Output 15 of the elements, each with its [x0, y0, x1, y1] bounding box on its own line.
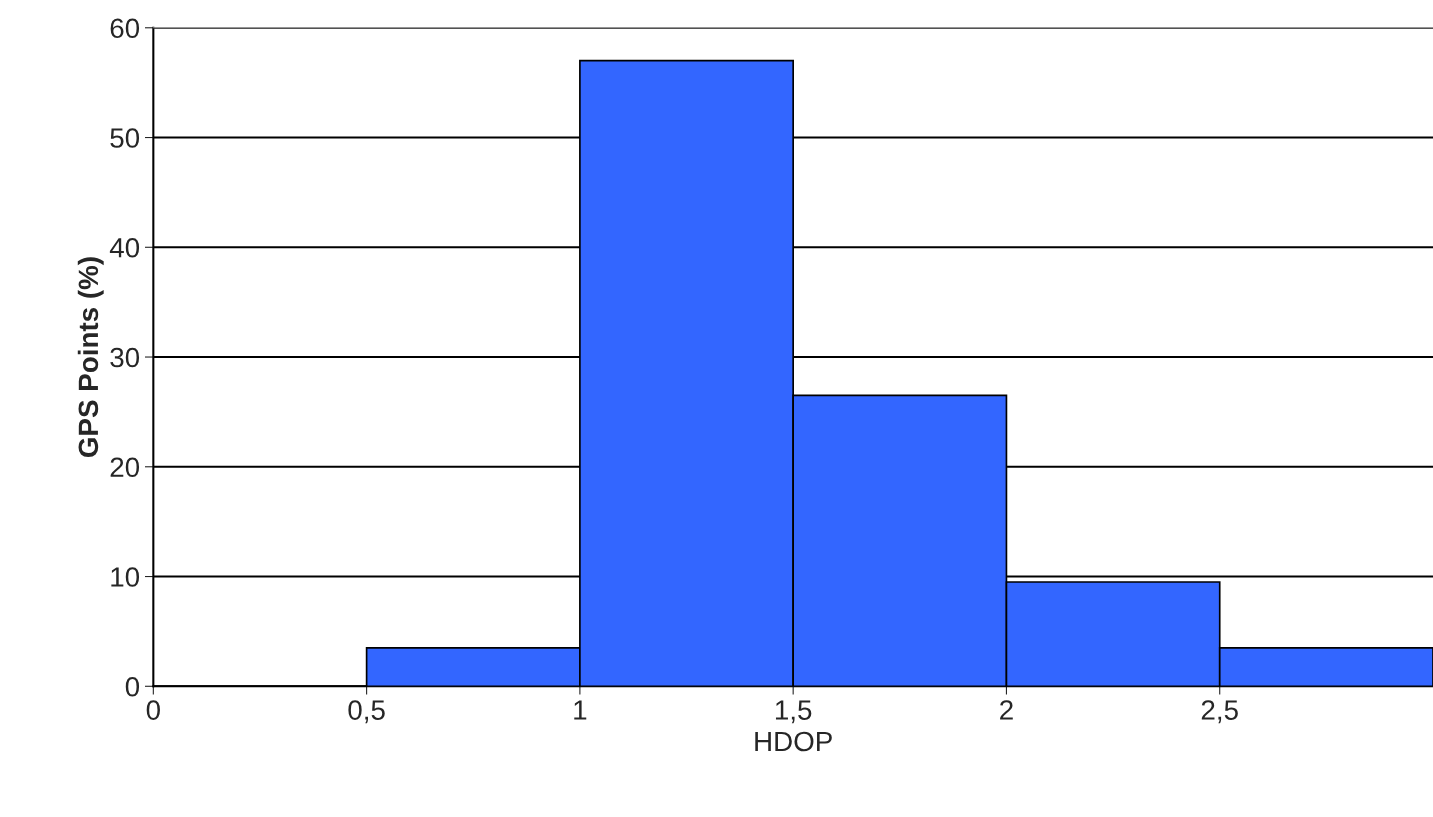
y-tick-label: 20 [110, 457, 140, 478]
x-tick-label: 1,5 [775, 700, 812, 724]
y-tick-label: 0 [125, 676, 140, 697]
x-tick-label: 2,5 [1201, 700, 1238, 724]
y-tick-label: 60 [110, 18, 140, 39]
x-tick-label: 1 [574, 700, 587, 720]
y-tick-label: 30 [110, 347, 140, 368]
x-tick-label: 2 [1000, 700, 1013, 720]
y-tick-label: 50 [110, 128, 140, 148]
y-tick-label: 10 [111, 567, 140, 587]
y-tick-label: 40 [109, 237, 140, 258]
x-tick-label: 0,5 [348, 700, 385, 724]
y-axis-title: GPS Points (%) [77, 257, 104, 457]
x-axis-title: HDOP [755, 731, 832, 752]
x-tick-label: 0 [146, 700, 160, 720]
